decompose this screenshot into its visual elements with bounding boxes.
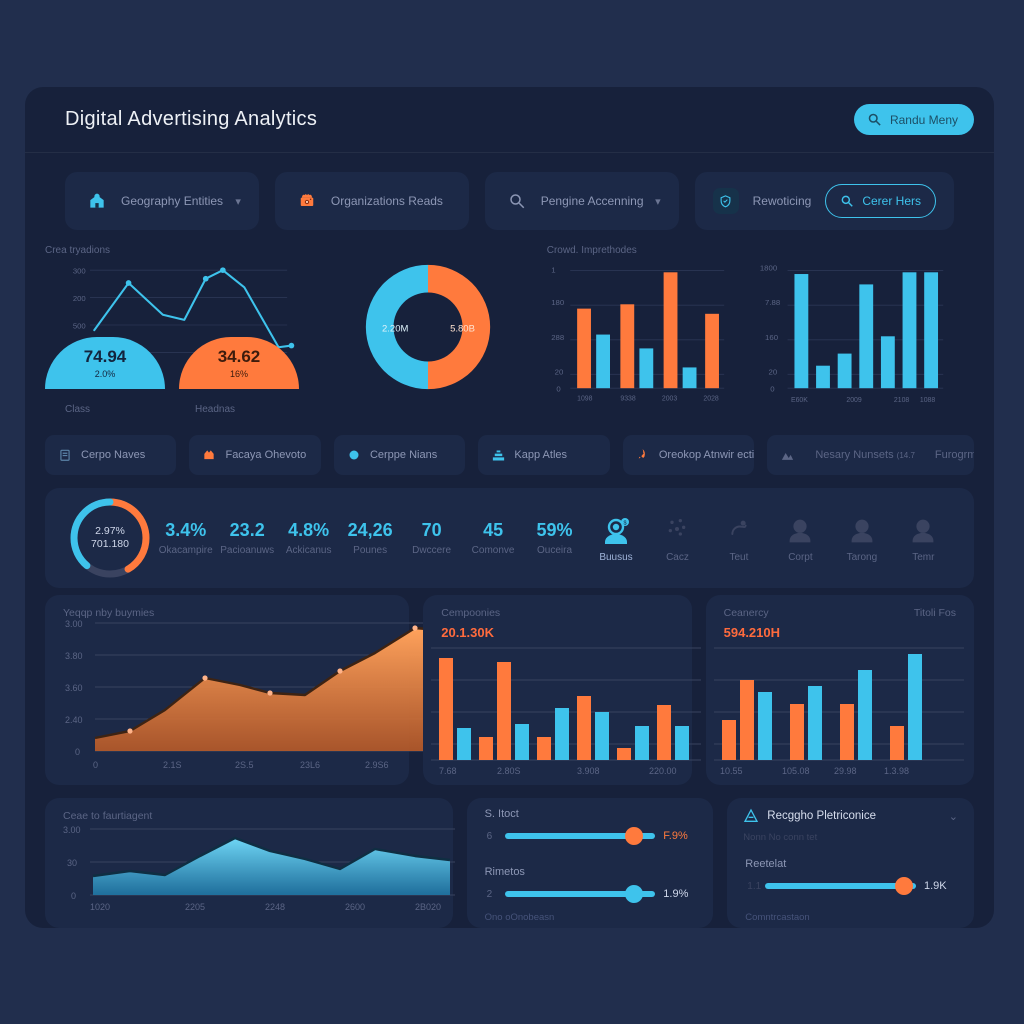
svg-text:180: 180 <box>551 298 565 307</box>
svg-text:2.1S: 2.1S <box>163 760 182 770</box>
svg-text:0: 0 <box>556 385 561 394</box>
svg-text:2B020: 2B020 <box>415 902 441 912</box>
svg-text:29.98: 29.98 <box>834 766 857 776</box>
svg-text:1: 1 <box>551 265 555 274</box>
svg-text:160: 160 <box>765 333 779 342</box>
svg-text:2.20M: 2.20M <box>382 323 408 334</box>
svg-text:7.68: 7.68 <box>439 766 457 776</box>
svg-text:9338: 9338 <box>620 395 636 402</box>
svg-text:3.00: 3.00 <box>63 825 81 835</box>
svg-text:2.80S: 2.80S <box>497 766 521 776</box>
svg-text:3.908: 3.908 <box>577 766 600 776</box>
svg-text:1020: 1020 <box>90 902 110 912</box>
svg-text:2.9S6: 2.9S6 <box>365 760 389 770</box>
svg-text:2028: 2028 <box>703 395 719 402</box>
svg-text:3.60: 3.60 <box>65 683 83 693</box>
svg-text:0: 0 <box>93 760 98 770</box>
svg-text:3.80: 3.80 <box>65 651 83 661</box>
svg-text:3.00: 3.00 <box>65 619 83 629</box>
svg-text:288: 288 <box>551 333 564 342</box>
svg-text:1088: 1088 <box>920 397 936 404</box>
svg-text:7.88: 7.88 <box>765 298 780 307</box>
svg-text:2108: 2108 <box>894 397 910 404</box>
svg-text:2003: 2003 <box>662 395 678 402</box>
svg-text:2.40: 2.40 <box>65 715 83 725</box>
svg-text:1098: 1098 <box>577 395 593 402</box>
svg-text:1800: 1800 <box>760 264 778 273</box>
svg-text:0: 0 <box>71 891 76 901</box>
svg-text:30: 30 <box>67 858 77 868</box>
svg-text:$: $ <box>623 520 626 526</box>
svg-text:20: 20 <box>769 367 778 376</box>
svg-text:2600: 2600 <box>345 902 365 912</box>
svg-text:5.80B: 5.80B <box>450 323 475 334</box>
svg-text:0: 0 <box>75 747 80 757</box>
svg-text:105.08: 105.08 <box>782 766 810 776</box>
svg-text:23L6: 23L6 <box>300 760 320 770</box>
svg-text:2S.5: 2S.5 <box>235 760 254 770</box>
svg-text:500: 500 <box>73 321 86 330</box>
svg-text:200: 200 <box>73 294 86 303</box>
svg-text:2205: 2205 <box>185 902 205 912</box>
svg-text:300: 300 <box>73 267 86 276</box>
svg-text:2009: 2009 <box>847 397 863 404</box>
svg-text:1.3.98: 1.3.98 <box>884 766 909 776</box>
svg-text:220.00: 220.00 <box>649 766 677 776</box>
svg-text:0: 0 <box>771 385 776 394</box>
svg-text:2248: 2248 <box>265 902 285 912</box>
svg-text:20: 20 <box>554 367 563 376</box>
svg-text:E60K: E60K <box>791 397 808 404</box>
svg-text:10.55: 10.55 <box>720 766 743 776</box>
